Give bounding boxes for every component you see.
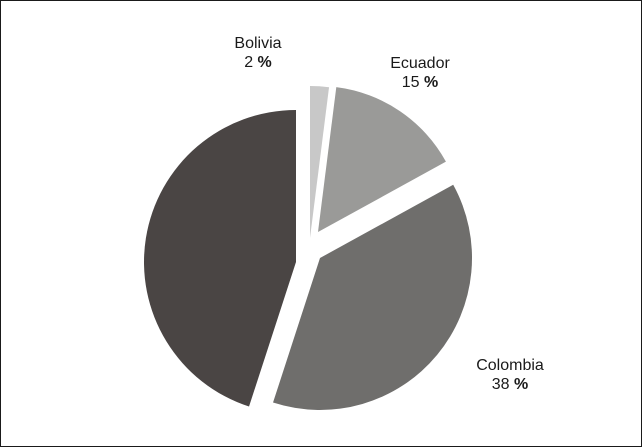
pie-slice-colombia bbox=[273, 184, 473, 411]
slice-value-bolivia: 2 % bbox=[244, 54, 272, 71]
slice-label-colombia: Colombia bbox=[476, 357, 544, 374]
pie-slice-ecuador bbox=[318, 87, 446, 233]
slice-label-bolivia: Bolivia bbox=[234, 35, 281, 52]
pie-slices bbox=[144, 86, 473, 411]
slice-label-ecuador: Ecuador bbox=[390, 55, 450, 72]
pie-slice-bolivia bbox=[310, 86, 330, 238]
pie-slice-other bbox=[144, 110, 296, 407]
slice-value-ecuador: 15 % bbox=[402, 74, 438, 91]
pie-labels: Bolivia 2 % Ecuador 15 % Colombia 38 % bbox=[234, 35, 543, 393]
slice-value-colombia: 38 % bbox=[492, 376, 528, 393]
